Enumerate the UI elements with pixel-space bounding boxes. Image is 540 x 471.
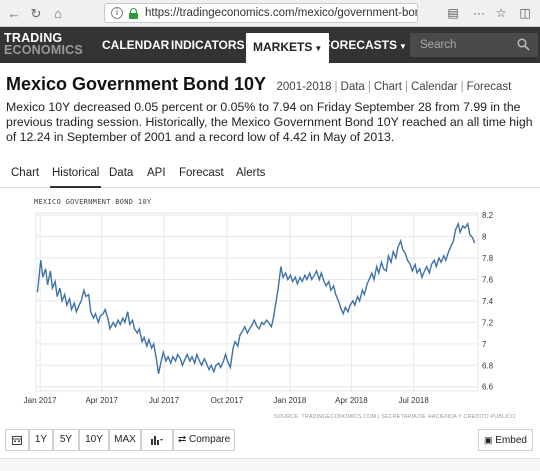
tab-historical[interactable]: Historical	[50, 162, 102, 188]
title-links: 2001-2018 | Data | Chart | Calendar | Forecast	[277, 81, 512, 93]
nav-markets[interactable]: MARKETS ▼	[246, 33, 330, 63]
compare-button[interactable]: ⇄ Compare	[173, 429, 235, 451]
range-5y-button[interactable]: 5Y	[53, 429, 79, 451]
url-text[interactable]: https://tradingeconomics.com/mexico/gove…	[145, 7, 418, 19]
nav-calendar-label: CALENDAR	[102, 38, 170, 52]
chevron-down-icon: ▼	[314, 44, 323, 53]
compare-label: Compare	[189, 434, 231, 445]
range-1y-button[interactable]: 1Y	[29, 429, 53, 451]
y-tick-label: 7.4	[482, 297, 494, 306]
logo-bottom: ECONOMICS	[4, 43, 83, 57]
chart-toolbar: 1Y 5Y 10Y MAX ⇄ Compare ▣ Embed	[0, 428, 540, 454]
site-logo[interactable]: TRADING ECONOMICS	[4, 31, 83, 57]
y-tick-label: 7.6	[482, 275, 494, 284]
logo-top: TRADING	[4, 31, 63, 45]
sidebar-icon[interactable]: ◫	[519, 6, 531, 20]
x-tick-label: Apr 2017	[85, 396, 118, 405]
reload-icon[interactable]: ↻	[30, 6, 42, 21]
y-tick-label: 8.2	[482, 211, 494, 220]
series-line	[36, 221, 476, 374]
chart-type-button[interactable]	[141, 429, 173, 451]
y-tick-label: 8	[482, 233, 487, 242]
page-title-row: Mexico Government Bond 10Y 2001-2018 | Dat…	[6, 74, 511, 95]
link-chart[interactable]: Chart	[373, 81, 402, 93]
tab-chart[interactable]: Chart	[11, 167, 40, 179]
page-title: Mexico Government Bond 10Y	[6, 74, 267, 94]
y-tick-label: 7.8	[482, 254, 494, 263]
x-tick-label: Jul 2018	[399, 396, 430, 405]
tab-alerts[interactable]: Alerts	[236, 167, 266, 179]
address-bar[interactable]: i https://tradingeconomics.com/mexico/go…	[104, 3, 418, 23]
calendar-range-button[interactable]	[5, 429, 29, 451]
bar-chart-icon	[151, 436, 163, 445]
chart-title: MEXICO GOVERNMENT BOND 10Y	[34, 198, 152, 206]
range-10y-button[interactable]: 10Y	[79, 429, 109, 451]
chart-container: MEXICO GOVERNMENT BOND 10Y Jan 2017 Apr 2…	[0, 188, 540, 424]
calendar-icon	[12, 436, 22, 445]
nav-calendar[interactable]: CALENDAR	[95, 27, 176, 63]
separator: |	[334, 81, 338, 93]
nav-forecasts[interactable]: FORECASTS ▼	[316, 27, 414, 63]
bookmark-star-icon[interactable]: ☆	[495, 6, 507, 20]
horizontal-scrollbar[interactable]	[0, 458, 540, 471]
embed-button[interactable]: ▣ Embed	[478, 429, 533, 451]
x-tick-label: Jul 2017	[149, 396, 180, 405]
search-input[interactable]	[410, 33, 510, 57]
info-icon[interactable]: i	[111, 7, 123, 19]
search-box	[410, 33, 538, 57]
browser-toolbar: ← ↻ ⌂ i https://tradingeconomics.com/mex…	[0, 0, 540, 27]
reader-view-icon[interactable]: ▤	[447, 6, 459, 20]
compare-icon: ⇄	[177, 434, 187, 445]
separator: |	[367, 81, 371, 93]
chevron-down-icon: ▼	[399, 42, 407, 51]
y-tick-label: 6.8	[482, 361, 494, 370]
embed-label: Embed	[495, 435, 527, 446]
lock-icon	[129, 8, 138, 19]
bond-yield-chart[interactable]: MEXICO GOVERNMENT BOND 10Y Jan 2017 Apr 2…	[0, 188, 540, 424]
tab-forecast[interactable]: Forecast	[179, 167, 224, 179]
site-header: TRADING ECONOMICS CALENDAR INDICATORS ▼ M…	[0, 27, 540, 63]
home-icon[interactable]: ⌂	[54, 6, 62, 21]
nav-forecasts-label: FORECASTS	[323, 38, 398, 52]
back-arrow-icon[interactable]: ←	[7, 6, 21, 21]
url-main: https://tradingeconomics.com/mexico/gove…	[145, 7, 418, 19]
chart-source: SOURCE: TRADINGECONOMICS.COM | SECRETARI…	[274, 414, 516, 420]
plot-frame	[35, 212, 479, 392]
x-tick-label: Oct 2017	[211, 396, 244, 405]
image-icon: ▣	[484, 435, 493, 445]
nav-markets-label: MARKETS	[253, 40, 313, 54]
summary-text: Mexico 10Y decreased 0.05 percent or 0.0…	[6, 100, 533, 144]
more-options-icon[interactable]: ···	[473, 6, 485, 20]
x-tick-label: Apr 2018	[335, 396, 368, 405]
link-period[interactable]: 2001-2018	[276, 81, 332, 93]
x-tick-label: Jan 2017	[24, 396, 57, 405]
tab-bar: Chart Historical Data API Forecast Alert…	[0, 162, 540, 188]
tab-api[interactable]: API	[147, 167, 166, 179]
link-forecast[interactable]: Forecast	[466, 81, 512, 93]
range-max-button[interactable]: MAX	[109, 429, 141, 451]
tab-data[interactable]: Data	[109, 167, 134, 179]
link-data[interactable]: Data	[340, 81, 365, 93]
search-icon[interactable]	[517, 38, 530, 51]
nav-indicators-label: INDICATORS	[171, 38, 245, 52]
link-calendar[interactable]: Calendar	[410, 81, 458, 93]
y-tick-label: 6.6	[482, 383, 494, 392]
y-tick-label: 7	[482, 340, 487, 349]
y-tick-label: 7.2	[482, 318, 494, 327]
separator: |	[460, 81, 464, 93]
separator: |	[404, 81, 408, 93]
x-tick-label: Jan 2018	[273, 396, 306, 405]
